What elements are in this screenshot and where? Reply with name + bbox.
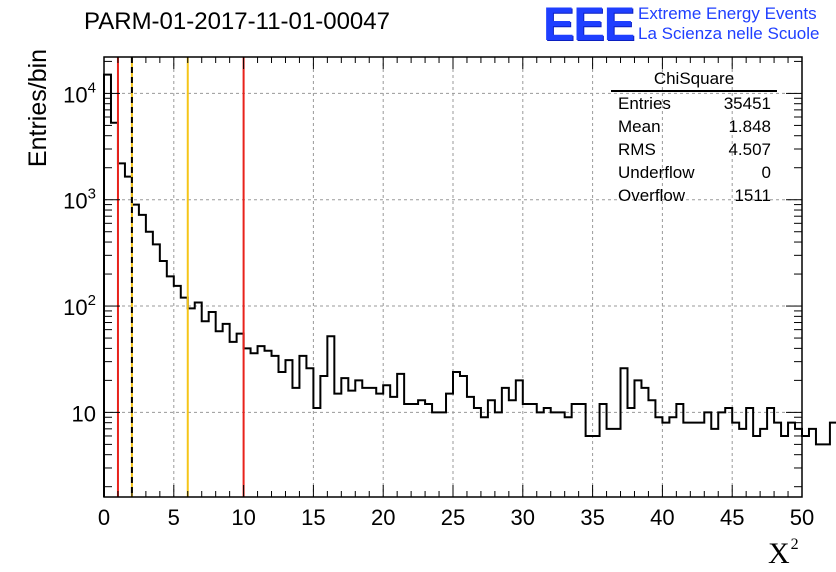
x-tick-label: 5 (168, 505, 180, 530)
stats-row-entries: Entries 35451 (618, 94, 771, 113)
x-tick-label: 40 (650, 505, 674, 530)
x-tick-label: 25 (441, 505, 465, 530)
x-tick-label: 35 (580, 505, 604, 530)
y-tick-label: 104 (63, 79, 96, 107)
stats-title: ChiSquare (611, 68, 777, 92)
x-tick-label: 20 (371, 505, 395, 530)
x-axis-label: X2 (768, 536, 799, 570)
stats-row-rms: RMS 4.507 (618, 140, 771, 159)
statistics-box: ChiSquare Entries 35451 Mean 1.848 RMS 4.50… (611, 68, 777, 207)
x-tick-label: 0 (98, 505, 110, 530)
chart-title: PARM-01-2017-11-01-00047 (84, 8, 390, 35)
logo-caption-line-2: La Scienza nelle Scuole (638, 24, 820, 43)
x-tick-label: 10 (231, 505, 255, 530)
y-tick-label: 102 (63, 292, 96, 320)
logo-caption-line-1: Extreme Energy Events (638, 4, 817, 23)
eee-logo: EEE (543, 0, 635, 50)
x-tick-label: 45 (720, 505, 744, 530)
x-tick-label: 15 (301, 505, 325, 530)
stats-row-mean: Mean 1.848 (618, 117, 771, 136)
x-tick-label: 50 (790, 505, 814, 530)
histogram-line (103, 73, 836, 497)
y-tick-label: 10 (72, 401, 96, 426)
stats-row-overflow: Overflow 1511 (618, 186, 771, 205)
stats-row-underflow: Underflow 0 (618, 163, 771, 182)
y-tick-label: 103 (63, 186, 96, 214)
x-tick-label: 30 (511, 505, 535, 530)
